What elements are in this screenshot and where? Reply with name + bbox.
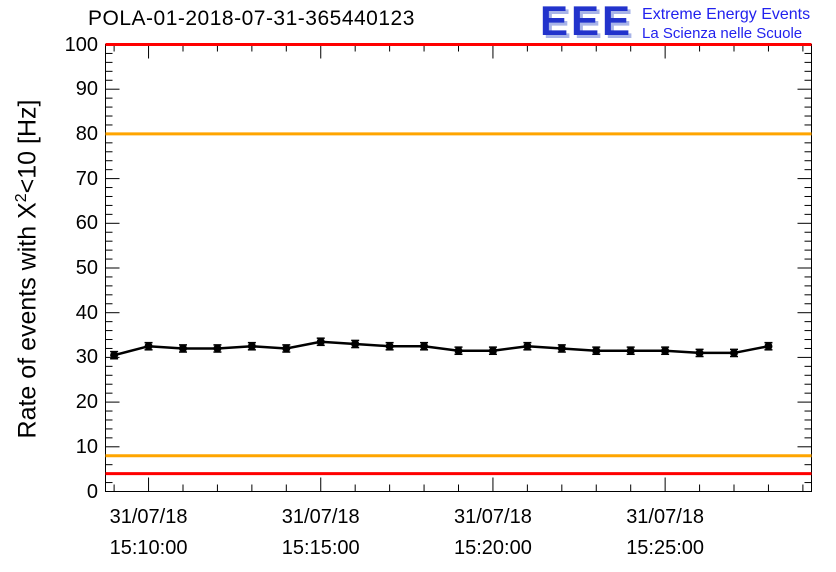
x-tick-label: 31/07/18 15:10:00 bbox=[74, 502, 224, 564]
axis-ticks bbox=[105, 44, 812, 492]
x-tick-date: 31/07/18 bbox=[109, 506, 188, 528]
series-line bbox=[113, 340, 769, 357]
y-tick-label: 80 bbox=[75, 122, 98, 145]
y-tick-label: 100 bbox=[64, 33, 98, 56]
x-tick-date: 31/07/18 bbox=[626, 506, 705, 528]
x-tick-label: 31/07/18 15:15:00 bbox=[246, 502, 396, 564]
eee-logo-line2: La Scienza nelle Scuole bbox=[642, 25, 803, 42]
series-markers bbox=[110, 337, 773, 360]
x-tick-time: 15:10:00 bbox=[109, 537, 188, 559]
y-tick-label: 30 bbox=[75, 346, 98, 369]
plot-frame bbox=[105, 44, 812, 492]
eee-logo-mark: EEE bbox=[540, 0, 634, 44]
eee-logo: EEE Extreme Energy Events La Scienza nel… bbox=[540, 0, 810, 44]
x-tick-time: 15:20:00 bbox=[454, 537, 532, 559]
y-tick-label: 60 bbox=[75, 212, 98, 235]
y-tick-label: 70 bbox=[75, 167, 98, 190]
y-tick-label: 40 bbox=[75, 301, 98, 324]
x-tick-date: 31/07/18 bbox=[281, 506, 360, 528]
x-tick-date: 31/07/18 bbox=[454, 506, 532, 528]
x-tick-label: 31/07/18 15:20:00 bbox=[418, 502, 568, 564]
x-tick-time: 15:25:00 bbox=[626, 537, 705, 559]
y-tick-label: 90 bbox=[75, 78, 98, 101]
x-tick-time: 15:15:00 bbox=[281, 537, 360, 559]
eee-logo-text: Extreme Energy Events La Scienza nelle S… bbox=[642, 2, 810, 43]
y-tick-label: 20 bbox=[75, 391, 98, 414]
chart-title: POLA-01-2018-07-31-365440123 bbox=[88, 7, 415, 30]
y-tick-label: 0 bbox=[86, 480, 98, 503]
y-tick-label: 10 bbox=[75, 435, 98, 458]
eee-logo-line1: Extreme Energy Events bbox=[642, 6, 811, 23]
x-tick-label: 31/07/18 15:25:00 bbox=[590, 502, 740, 564]
y-tick-label: 50 bbox=[75, 257, 98, 279]
